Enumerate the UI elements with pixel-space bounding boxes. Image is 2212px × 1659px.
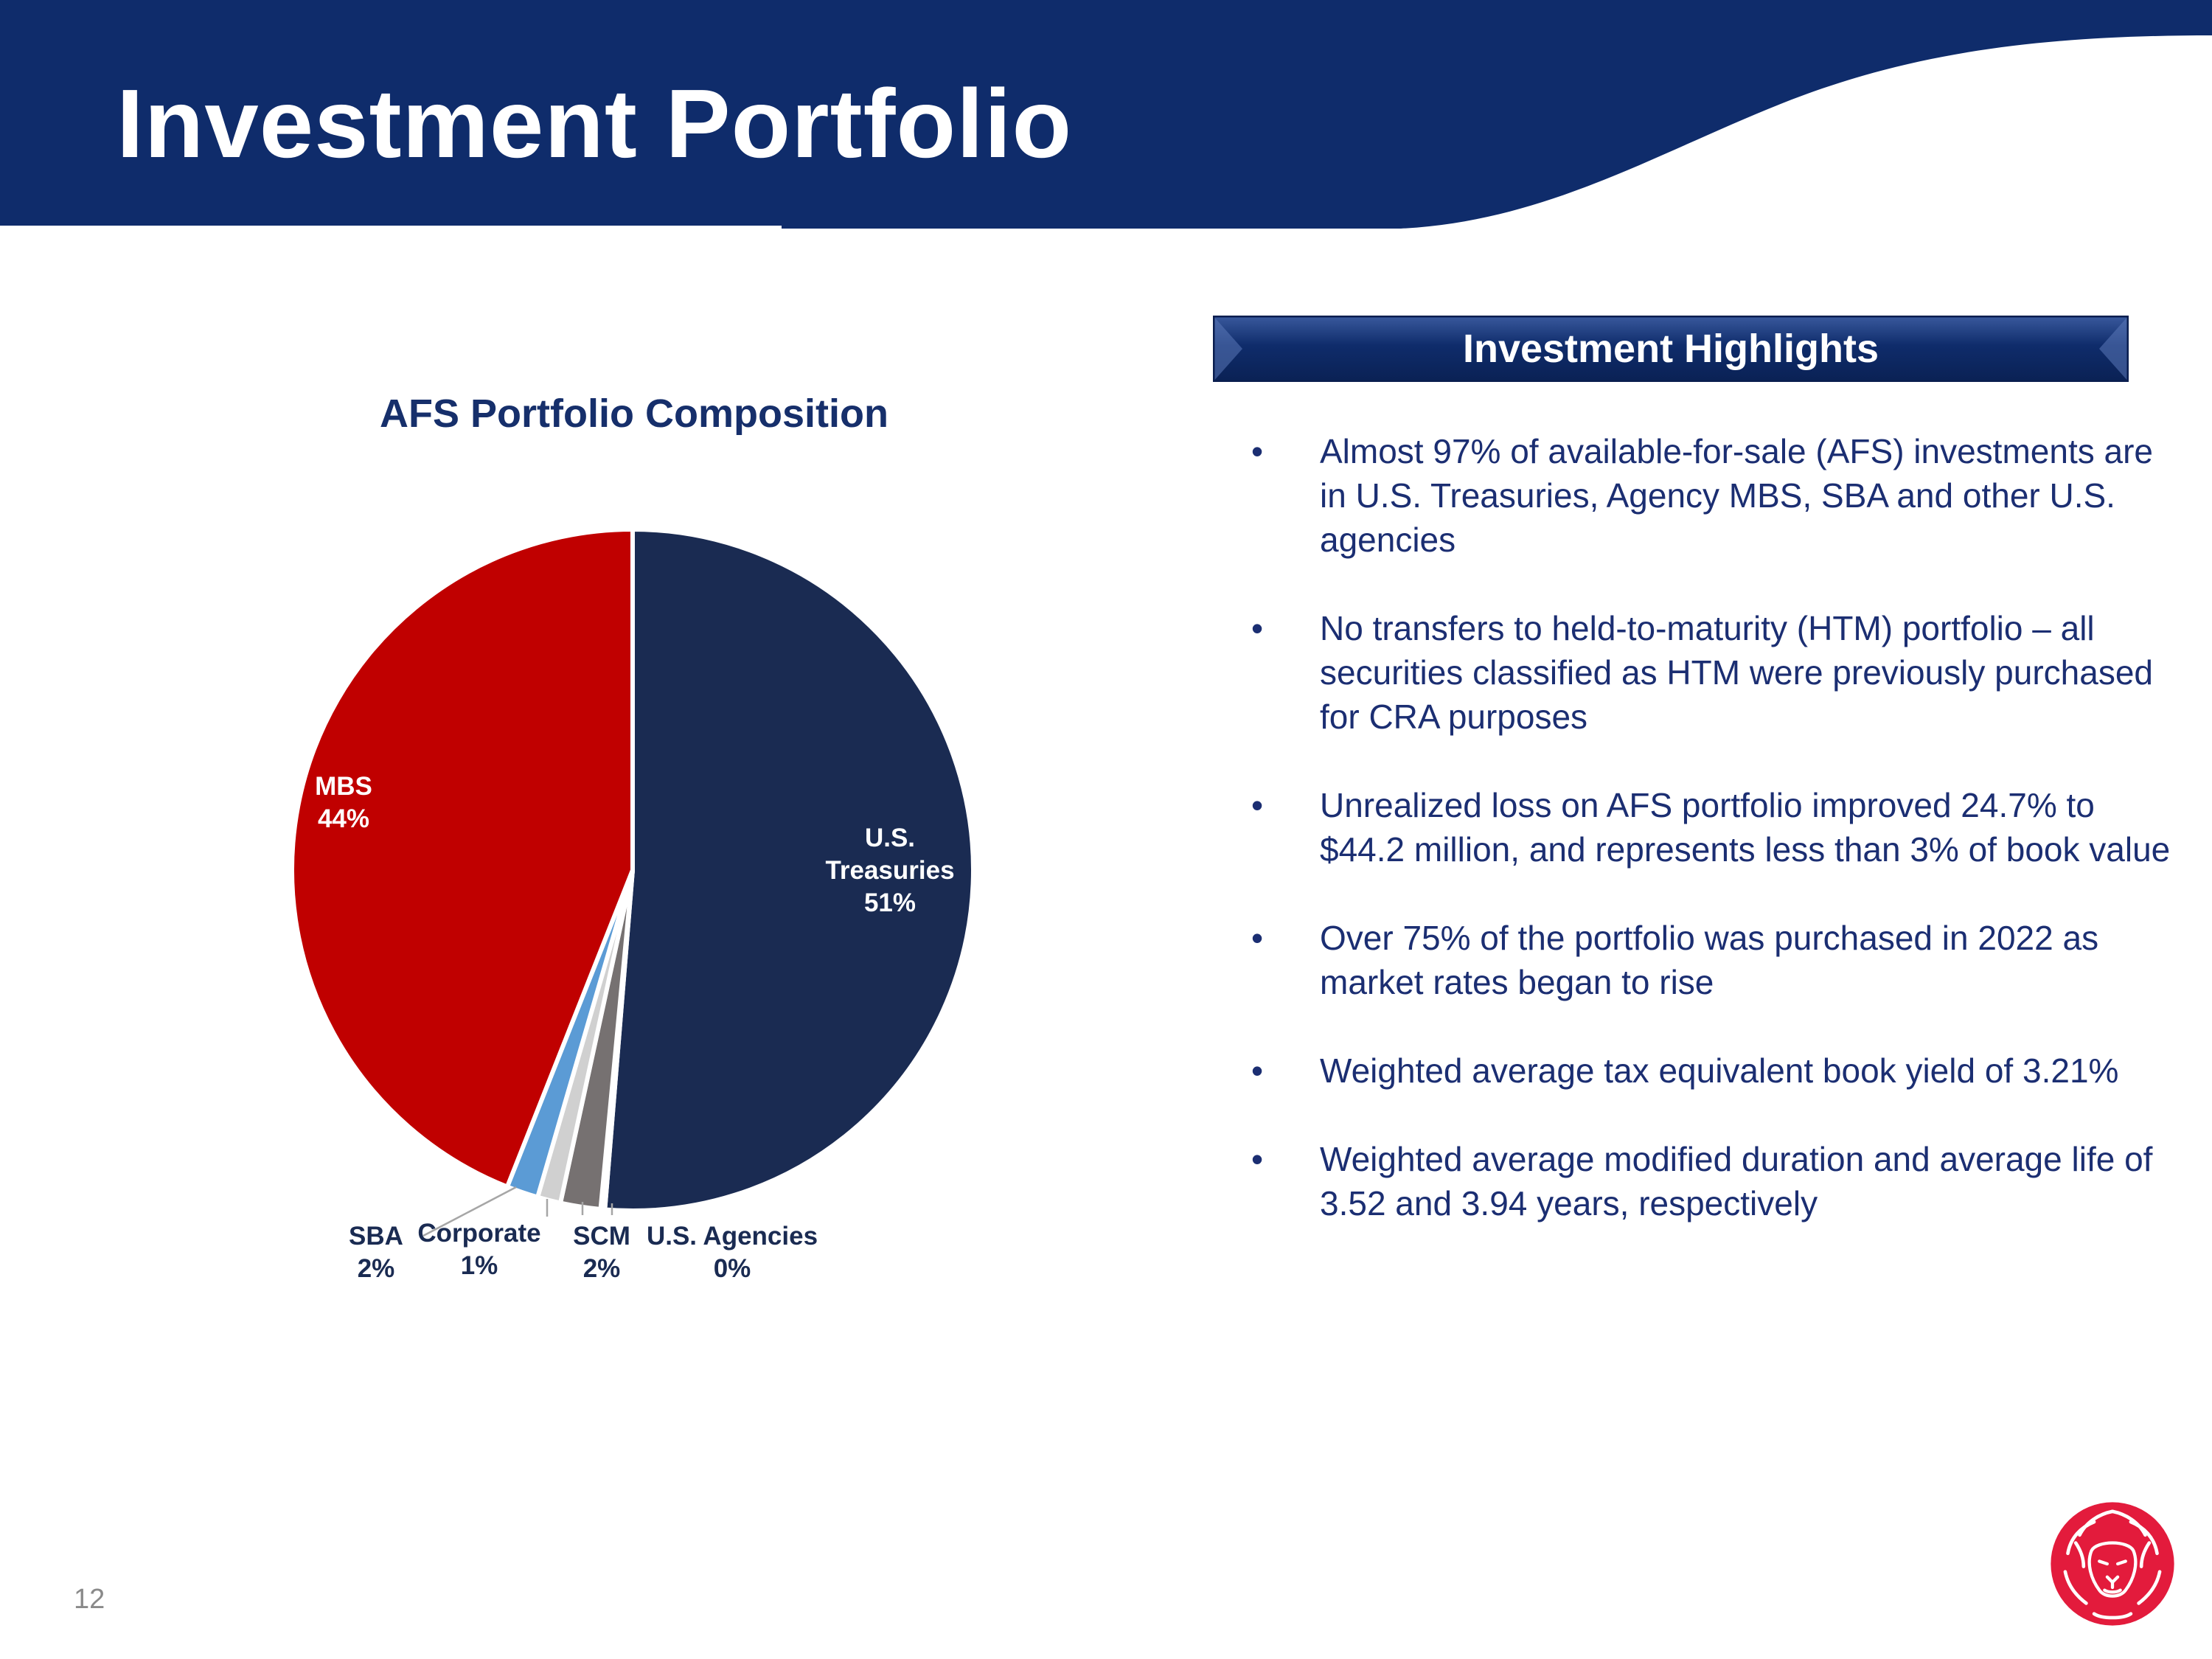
chart-title: AFS Portfolio Composition [380, 392, 888, 436]
slice-label-sba: SBA 2% [349, 1222, 403, 1283]
highlights-list: • Almost 97% of available-for-sale (AFS) … [1246, 429, 2175, 1270]
header-band-shape [0, 0, 2212, 229]
slice-label-line: Treasuries [825, 856, 954, 885]
slice-label-line: 1% [461, 1251, 498, 1280]
slice-label-line: U.S. [865, 824, 915, 852]
highlight-text: Unrealized loss on AFS portfolio improve… [1320, 786, 2171, 869]
slice-label-u-s-treasuries: U.S. Treasuries 51% [825, 824, 954, 917]
slice-label-line: SBA [349, 1222, 403, 1251]
highlights-banner-bevel-left [1213, 316, 1242, 382]
pie-slices [289, 527, 975, 1213]
pie-leader-lines [422, 1186, 613, 1237]
slice-label-line: SCM [573, 1222, 630, 1251]
bullet-glyph: • [1251, 1140, 1264, 1178]
slice-label-line: U.S. Agencies [647, 1222, 818, 1251]
highlight-item: • Weighted average tax equivalent book yi… [1246, 1048, 2175, 1093]
bullet-glyph: • [1251, 432, 1264, 470]
slice-label-corporate: Corporate 1% [417, 1219, 540, 1280]
logo-circle [2051, 1502, 2174, 1626]
bullet-glyph: • [1251, 609, 1264, 647]
bullet-glyph: • [1251, 919, 1264, 957]
highlight-item: • Unrealized loss on AFS portfolio improv… [1246, 783, 2175, 872]
page-title: Investment Portfolio [116, 69, 1073, 178]
bullet-glyph: • [1251, 1051, 1264, 1090]
slice-label-scm: SCM 2% [573, 1222, 630, 1283]
slice-label-line: 51% [864, 888, 916, 917]
logo-lion-mane [2063, 1509, 2162, 1620]
highlight-text: Weighted average tax equivalent book yie… [1320, 1051, 2119, 1090]
slice-label-u-s-agencies: U.S. Agencies 0% [647, 1222, 818, 1283]
highlight-item: • No transfers to held-to-maturity (HTM) … [1246, 606, 2175, 739]
pie-slice-u-s-treasuries [602, 527, 975, 1213]
pie-slice-mbs [289, 527, 635, 1189]
slice-label-line: 2% [583, 1254, 621, 1283]
slice-label-line: 0% [714, 1254, 751, 1283]
lion-logo-icon [2051, 1502, 2174, 1626]
highlight-item: • Weighted average modified duration and … [1246, 1137, 2175, 1225]
slice-label-line: 2% [358, 1254, 395, 1283]
highlights-banner [1213, 316, 2129, 382]
slice-label-line: Corporate [417, 1219, 540, 1248]
highlight-item: • Over 75% of the portfolio was purchased… [1246, 916, 2175, 1004]
pie-labels: U.S. Treasuries 51% U.S. Agencies 0% SCM 2% Cor… [315, 772, 954, 1283]
highlight-text: No transfers to held-to-maturity (HTM) p… [1320, 609, 2153, 736]
header-band [0, 0, 2212, 229]
highlight-text: Weighted average modified duration and a… [1320, 1140, 2153, 1222]
slice-label-line: 44% [318, 804, 369, 833]
highlight-item: • Almost 97% of available-for-sale (AFS) … [1246, 429, 2175, 562]
page-number: 12 [74, 1584, 105, 1615]
highlights-banner-border [1213, 316, 2129, 382]
highlights-title: Investment Highlights [1462, 327, 1879, 371]
slice-label-line: MBS [315, 772, 372, 801]
logo-lion-face [2087, 1541, 2138, 1598]
highlights-banner-fill [1213, 316, 2129, 382]
highlights-banner-bevel-right [2099, 316, 2129, 382]
slice-label-mbs: MBS 44% [315, 772, 372, 833]
highlight-text: Over 75% of the portfolio was purchased … [1320, 919, 2099, 1001]
highlight-text: Almost 97% of available-for-sale (AFS) i… [1320, 432, 2153, 559]
leader-line-sba [422, 1186, 517, 1237]
bullet-glyph: • [1251, 786, 1264, 824]
